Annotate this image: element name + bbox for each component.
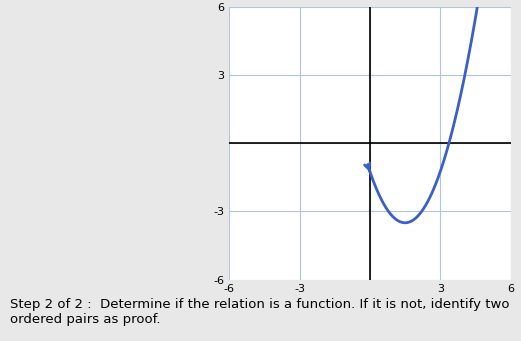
Text: Step 2 of 2 :  Determine if the relation is a function. If it is not, identify t: Step 2 of 2 : Determine if the relation … [10,298,510,326]
